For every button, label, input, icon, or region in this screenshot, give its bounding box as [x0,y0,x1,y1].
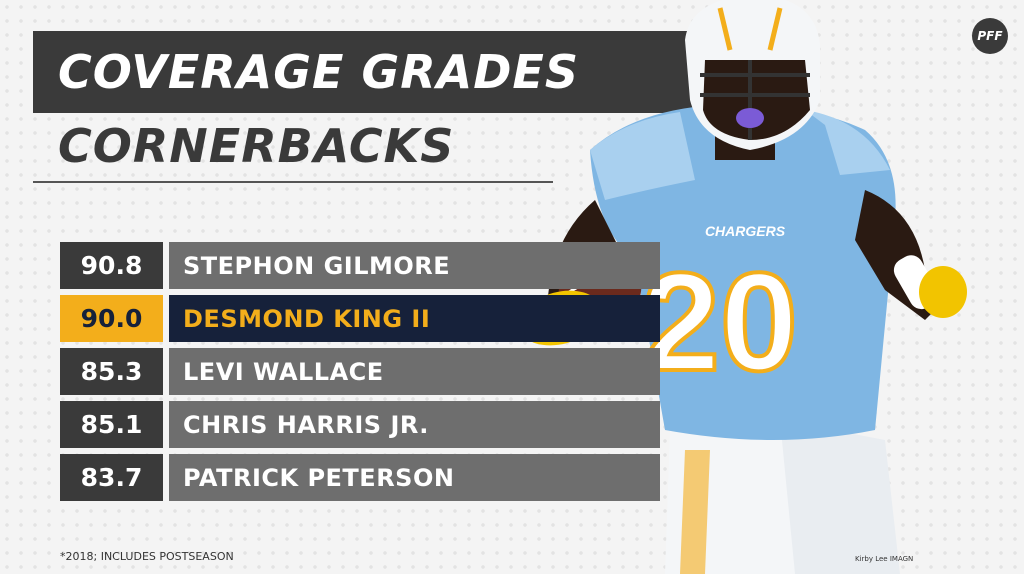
table-row: 83.7 PATRICK PETERSON [60,454,660,501]
player-name: LEVI WALLACE [169,348,660,395]
divider [33,181,553,183]
player-name: STEPHON GILMORE [169,242,660,289]
grade-value: 85.3 [60,348,163,395]
table-row-highlighted: 90.0 DESMOND KING II [60,295,660,342]
footnote: *2018; INCLUDES POSTSEASON [60,550,234,563]
grade-value: 85.1 [60,401,163,448]
page-title: COVERAGE GRADES [58,45,579,99]
table-row: 85.1 CHRIS HARRIS JR. [60,401,660,448]
jersey-number: 20 [642,243,798,400]
player-name: CHRIS HARRIS JR. [169,401,660,448]
player-name: DESMOND KING II [169,295,660,342]
jersey-team: CHARGERS [705,223,786,239]
pff-logo: PFF [972,18,1008,54]
grade-value: 90.8 [60,242,163,289]
title-bar [33,31,713,113]
grade-value: 90.0 [60,295,163,342]
table-row: 90.8 STEPHON GILMORE [60,242,660,289]
photo-credit: Kirby Lee IMAGN [855,555,914,563]
page-subtitle: CORNERBACKS [58,119,455,173]
grade-value: 83.7 [60,454,163,501]
table-row: 85.3 LEVI WALLACE [60,348,660,395]
player-name: PATRICK PETERSON [169,454,660,501]
